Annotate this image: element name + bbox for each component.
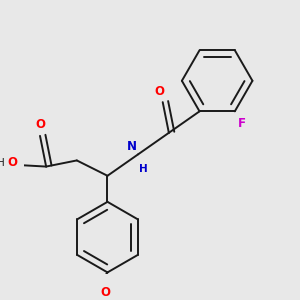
- Text: F: F: [238, 118, 246, 130]
- Text: H: H: [0, 158, 5, 168]
- Text: O: O: [154, 85, 165, 98]
- Text: O: O: [101, 286, 111, 299]
- Text: O: O: [35, 118, 45, 131]
- Text: N: N: [127, 140, 136, 153]
- Text: H: H: [139, 164, 148, 174]
- Text: O: O: [7, 156, 17, 169]
